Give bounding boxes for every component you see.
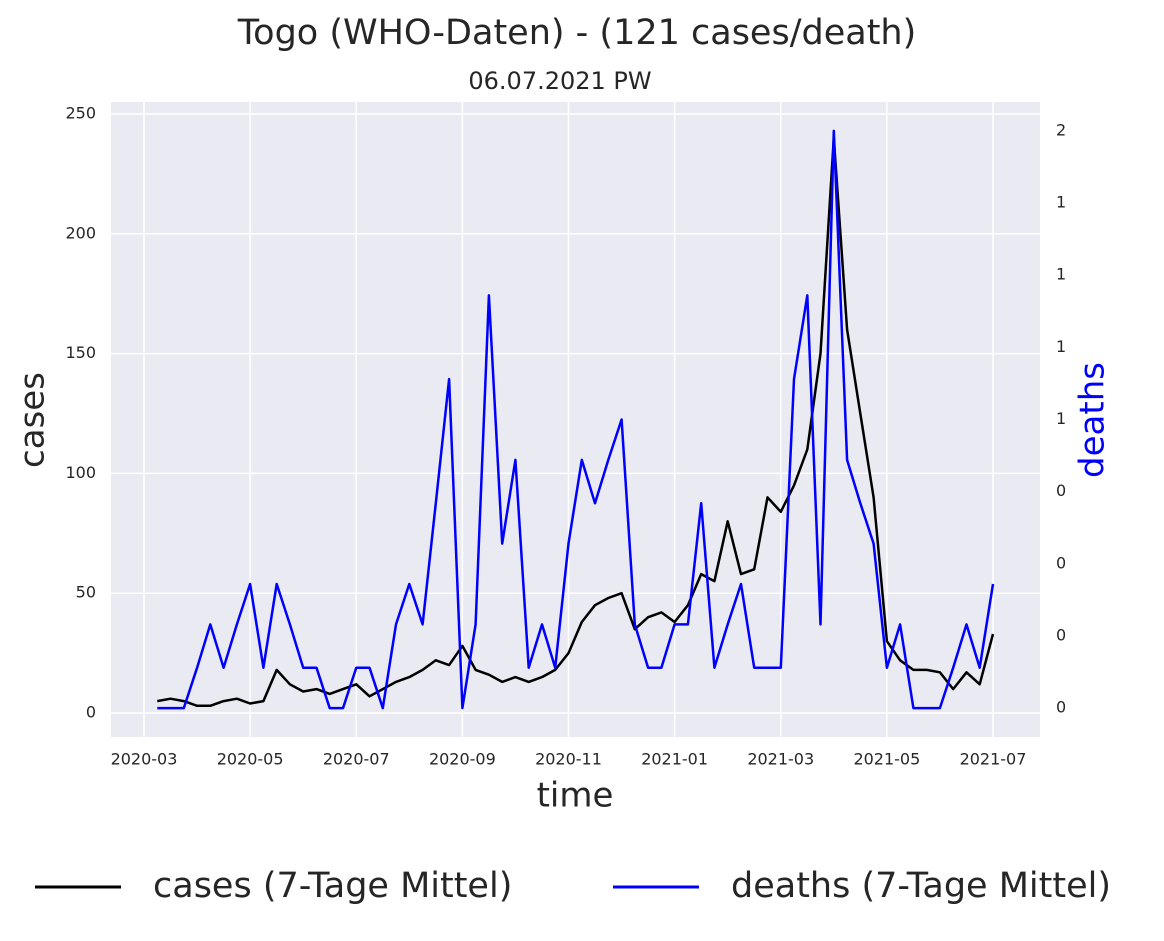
- chart-title: Togo (WHO-Daten) - (121 cases/death): [237, 13, 917, 53]
- y2-tick-label: 1: [1056, 265, 1066, 284]
- y2-tick-label: 2: [1056, 120, 1066, 139]
- x-tick-label: 2020-11: [535, 750, 602, 769]
- y2-tick-label: 0: [1056, 698, 1066, 717]
- legend-label: cases (7-Tage Mittel): [153, 866, 512, 906]
- y-tick-label: 0: [86, 703, 96, 722]
- y-tick-label: 250: [65, 103, 96, 122]
- x-tick-label: 2020-05: [217, 750, 284, 769]
- x-tick-label: 2021-07: [960, 750, 1027, 769]
- y-tick-label: 100: [65, 463, 96, 482]
- y-tick-label: 200: [65, 223, 96, 242]
- chart-subtitle: 06.07.2021 PW: [468, 67, 651, 95]
- y2-tick-label: 1: [1056, 409, 1066, 428]
- y2-tick-label: 1: [1056, 193, 1066, 212]
- y-tick-label: 150: [65, 343, 96, 362]
- y-axis-label: cases: [13, 372, 53, 468]
- x-axis-label: time: [537, 776, 614, 816]
- x-tick-label: 2021-01: [641, 750, 708, 769]
- x-tick-label: 2021-05: [853, 750, 920, 769]
- x-tick-label: 2020-03: [111, 750, 178, 769]
- y2-axis-label: deaths: [1073, 362, 1113, 478]
- series-line: [157, 136, 995, 708]
- x-tick-label: 2020-07: [323, 750, 390, 769]
- x-tick-label: 2020-09: [429, 750, 496, 769]
- y2-tick-label: 0: [1056, 625, 1066, 644]
- y2-tick-label: 0: [1056, 481, 1066, 500]
- y2-tick-label: 1: [1056, 337, 1066, 356]
- x-tick-label: 2021-03: [747, 750, 814, 769]
- y2-tick-label: 0: [1056, 553, 1066, 572]
- legend-label: deaths (7-Tage Mittel): [731, 866, 1111, 906]
- y-tick-label: 50: [76, 583, 96, 602]
- series-line: [157, 129, 995, 710]
